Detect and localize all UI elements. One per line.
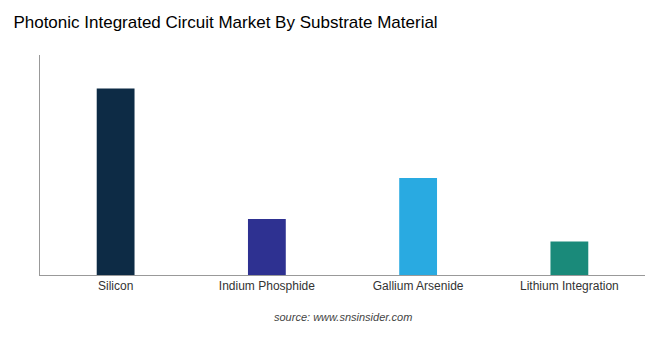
- svg-text:source: www.snsinsider.com: source: www.snsinsider.com: [274, 311, 412, 323]
- svg-text:Silicon: Silicon: [98, 279, 133, 293]
- svg-text:Indium Phosphide: Indium Phosphide: [219, 279, 315, 293]
- svg-text:Gallium Arsenide: Gallium Arsenide: [373, 279, 464, 293]
- svg-text:Lithium Integration: Lithium Integration: [520, 279, 619, 293]
- svg-text:Photonic Integrated Circuit Ma: Photonic Integrated Circuit Market By Su…: [13, 13, 437, 32]
